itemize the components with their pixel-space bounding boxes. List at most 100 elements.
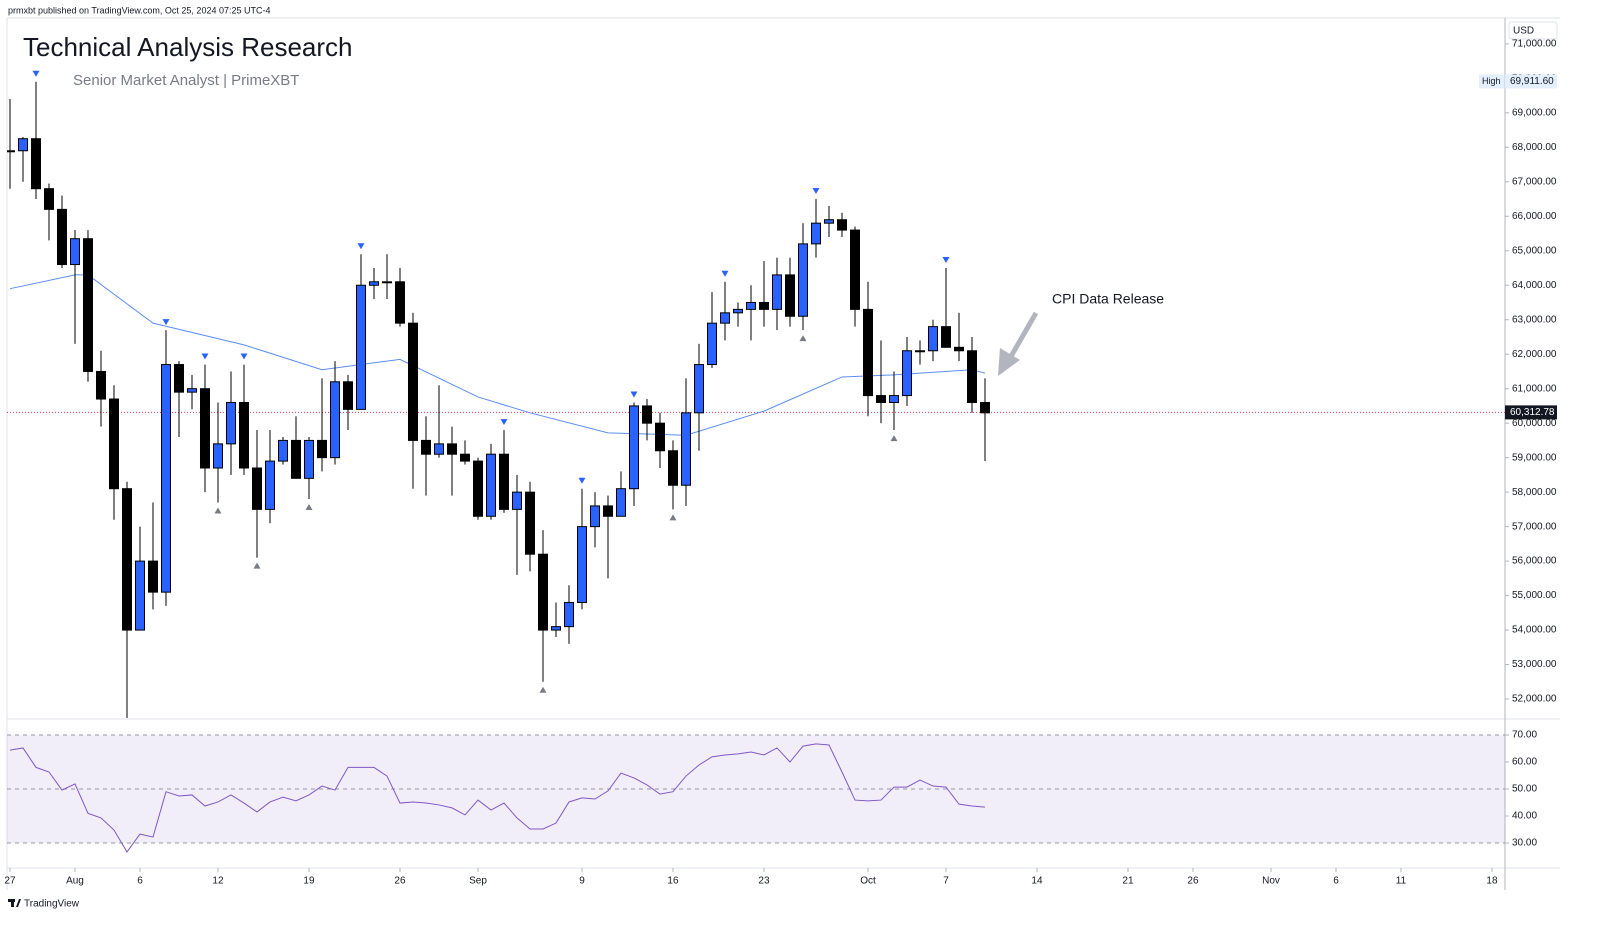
candle-body bbox=[888, 395, 899, 403]
pivot-high-marker bbox=[357, 243, 365, 250]
x-tick-label: 23 bbox=[758, 876, 770, 887]
candle-body bbox=[290, 439, 301, 479]
pivot-low-marker bbox=[214, 507, 222, 514]
rsi-tick-label: 50.00 bbox=[1512, 784, 1537, 795]
rsi-line bbox=[9, 743, 986, 853]
x-tick-label: 18 bbox=[1486, 876, 1498, 887]
candle-body bbox=[693, 364, 704, 414]
candle-body bbox=[654, 422, 665, 452]
y-tick-label: 55,000.00 bbox=[1512, 590, 1557, 601]
y-tick-label: 58,000.00 bbox=[1512, 487, 1557, 498]
pivot-low-marker bbox=[669, 514, 677, 521]
currency-box[interactable] bbox=[1508, 21, 1558, 40]
pivot-low-marker bbox=[305, 504, 313, 511]
candle-body bbox=[797, 243, 808, 317]
candle-body bbox=[238, 401, 249, 469]
candle-body bbox=[251, 467, 262, 510]
candle-body bbox=[602, 505, 613, 517]
rsi-tick-label: 70.00 bbox=[1512, 730, 1537, 741]
x-tick-label: 12 bbox=[212, 876, 224, 887]
candle-body bbox=[108, 398, 119, 490]
candle-body bbox=[173, 364, 184, 393]
y-tick-label: 66,000.00 bbox=[1512, 211, 1557, 222]
x-tick-label: 27 bbox=[4, 876, 16, 887]
candle-body bbox=[433, 443, 444, 455]
candle-body bbox=[576, 526, 587, 603]
y-tick-label: 67,000.00 bbox=[1512, 176, 1557, 187]
pivot-high-marker bbox=[721, 270, 729, 277]
candle-body bbox=[732, 308, 743, 314]
pivot-low-marker bbox=[890, 435, 898, 442]
candle-body bbox=[212, 443, 223, 469]
candle-body bbox=[628, 405, 639, 490]
pivot-high-marker bbox=[578, 477, 586, 484]
candle-body bbox=[589, 505, 600, 528]
y-tick-label: 53,000.00 bbox=[1512, 659, 1557, 670]
x-tick-label: 9 bbox=[579, 876, 585, 887]
chart-title: Technical Analysis Research bbox=[23, 32, 353, 62]
candle-body bbox=[875, 395, 886, 403]
x-tick-label: 11 bbox=[1396, 876, 1407, 887]
pivot-high-marker bbox=[630, 391, 638, 398]
candle-body bbox=[30, 138, 41, 190]
candle-body bbox=[901, 350, 912, 397]
annotation: CPI Data Release bbox=[1052, 291, 1164, 307]
y-tick-label: 62,000.00 bbox=[1512, 349, 1557, 360]
y-tick-label: 64,000.00 bbox=[1512, 280, 1557, 291]
header: prmxbt published on TradingView.com, Oct… bbox=[8, 5, 270, 15]
candle-body bbox=[966, 350, 977, 403]
candle-body bbox=[862, 308, 873, 397]
candle-body bbox=[784, 274, 795, 317]
candle-body bbox=[771, 274, 782, 310]
x-tick-label: 7 bbox=[943, 876, 949, 887]
candle-body bbox=[121, 488, 132, 631]
y-tick-label: 61,000.00 bbox=[1512, 383, 1557, 394]
y-tick-label: 65,000.00 bbox=[1512, 245, 1557, 256]
candle-body bbox=[329, 381, 340, 459]
pivot-high-marker bbox=[240, 353, 248, 360]
arrow-head bbox=[998, 348, 1020, 376]
x-tick-label: 21 bbox=[1122, 876, 1134, 887]
candle-body bbox=[940, 326, 951, 348]
pivot-high-marker bbox=[201, 353, 209, 360]
candle-body bbox=[160, 364, 171, 593]
candle-body bbox=[485, 453, 496, 517]
high-tag: High bbox=[1482, 76, 1501, 86]
candle-body bbox=[7, 150, 15, 153]
x-tick-label: 19 bbox=[303, 876, 315, 887]
footer: TradingView bbox=[24, 899, 80, 910]
y-tick-label: 52,000.00 bbox=[1512, 694, 1557, 705]
x-tick-label: 26 bbox=[394, 876, 406, 887]
pivot-low-marker bbox=[799, 335, 807, 342]
candle-body bbox=[225, 401, 236, 445]
y-tick-label: 63,000.00 bbox=[1512, 314, 1557, 325]
x-tick-label: 16 bbox=[667, 876, 679, 887]
currency[interactable]: USD bbox=[1513, 26, 1534, 37]
high-value-box bbox=[1505, 74, 1557, 89]
candle-body bbox=[641, 405, 652, 424]
candle-body bbox=[459, 453, 470, 462]
y-tick-label: 59,000.00 bbox=[1512, 452, 1557, 463]
candle-body bbox=[810, 222, 821, 245]
pivot-high-marker bbox=[942, 257, 950, 263]
candle-body bbox=[147, 560, 158, 593]
y-tick-label: 68,000.00 bbox=[1512, 142, 1557, 153]
candle-body bbox=[316, 439, 327, 459]
candle-body bbox=[615, 488, 626, 517]
candle-body bbox=[758, 301, 769, 310]
x-tick-label: 14 bbox=[1031, 876, 1043, 887]
candle-body bbox=[953, 346, 964, 352]
rsi-tick-label: 30.00 bbox=[1512, 838, 1537, 849]
pivot-low-marker bbox=[539, 686, 547, 693]
candle-body bbox=[56, 208, 67, 266]
y-tick-label: 60,000.00 bbox=[1512, 418, 1557, 429]
annotation-arrow bbox=[998, 311, 1039, 376]
candle-body bbox=[498, 453, 509, 510]
candle-body bbox=[43, 188, 54, 210]
y-tick-label: 57,000.00 bbox=[1512, 521, 1557, 532]
candle-body bbox=[537, 553, 548, 631]
candle-body bbox=[69, 238, 80, 266]
high-tag-box bbox=[1479, 74, 1504, 89]
x-tick-label: Sep bbox=[469, 876, 487, 887]
